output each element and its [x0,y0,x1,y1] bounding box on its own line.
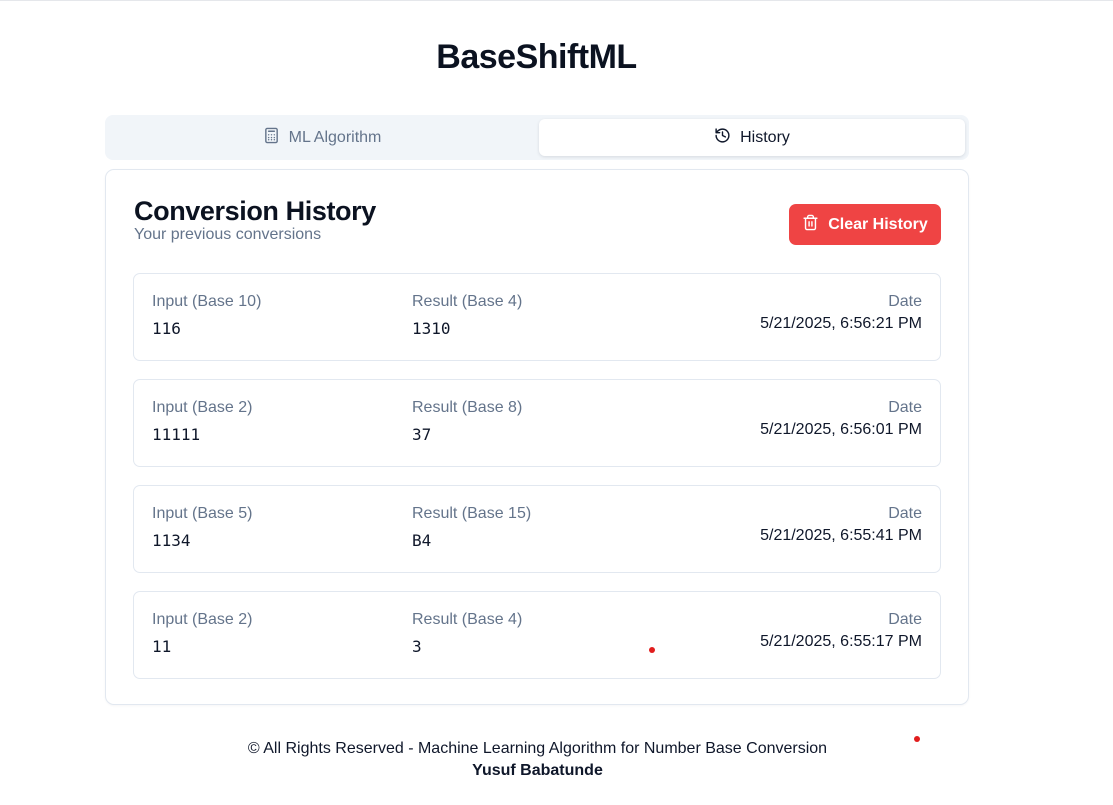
history-card: Conversion History Your previous convers… [105,169,969,705]
input-value: 11111 [152,425,201,444]
result-label: Result (Base 4) [412,293,523,310]
date-label: Date [888,505,922,522]
date-value: 5/21/2025, 6:56:01 PM [760,421,922,438]
date-value: 5/21/2025, 6:56:21 PM [760,315,922,332]
history-entry: Input (Base 2) 11111 Result (Base 8) 37 … [133,379,941,467]
clear-history-button[interactable]: Clear History [789,204,941,245]
result-label: Result (Base 4) [412,611,523,628]
result-value: B4 [412,531,432,550]
tab-history[interactable]: History [539,119,965,156]
marker-dot [914,736,920,742]
footer: © All Rights Reserved - Machine Learning… [0,740,1075,780]
app-title: BaseShiftML [436,38,637,76]
tab-label: ML Algorithm [288,128,382,146]
result-value: 37 [412,425,432,444]
tab-bar: ML Algorithm History [105,115,969,160]
date-label: Date [888,399,922,416]
history-list: Input (Base 10) 116 Result (Base 4) 1310… [133,273,941,679]
marker-dot [649,647,655,653]
trash-icon [802,214,819,236]
calculator-icon [263,127,280,149]
tab-ml-algorithm[interactable]: ML Algorithm [109,119,535,156]
input-value: 11 [152,637,172,656]
history-entry: Input (Base 10) 116 Result (Base 4) 1310… [133,273,941,361]
date-label: Date [888,293,922,310]
input-label: Input (Base 2) [152,399,253,416]
result-label: Result (Base 15) [412,505,532,522]
history-icon [714,127,731,149]
history-subtitle: Your previous conversions [134,226,322,243]
input-value: 116 [152,319,181,338]
history-title: Conversion History [134,196,376,226]
result-value: 3 [412,637,422,656]
history-entry: Input (Base 5) 1134 Result (Base 15) B4 … [133,485,941,573]
footer-author: Yusuf Babatunde [472,762,603,779]
footer-rights: © All Rights Reserved - Machine Learning… [247,740,828,757]
clear-history-label: Clear History [828,215,928,233]
result-value: 1310 [412,319,451,338]
input-label: Input (Base 5) [152,505,253,522]
input-label: Input (Base 2) [152,611,253,628]
date-label: Date [888,611,922,628]
tab-label: History [740,128,790,146]
input-label: Input (Base 10) [152,293,262,310]
date-value: 5/21/2025, 6:55:17 PM [760,633,922,650]
history-entry: Input (Base 2) 11 Result (Base 4) 3 Date… [133,591,941,679]
input-value: 1134 [152,531,191,550]
result-label: Result (Base 8) [412,399,523,416]
top-divider [0,0,1113,1]
date-value: 5/21/2025, 6:55:41 PM [760,527,922,544]
